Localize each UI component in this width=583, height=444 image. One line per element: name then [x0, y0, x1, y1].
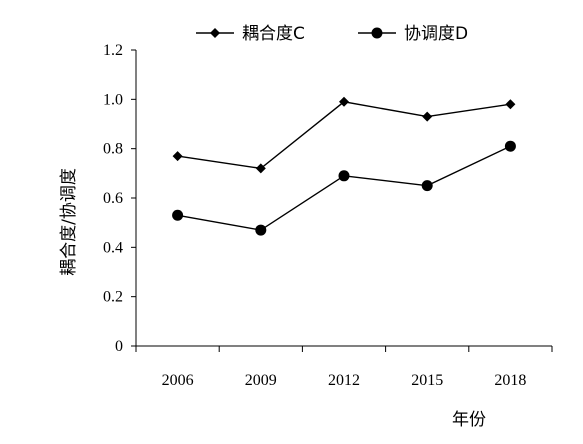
series-line [177, 101, 511, 170]
x-axis-ticks: 2006 2009 2012 2015 2018 [135, 346, 553, 389]
x-axis-label: 年份 [452, 410, 486, 430]
y-tick-label: 0.4 [103, 239, 123, 256]
legend: 耦合度C 协调度D [196, 24, 468, 44]
x-tick-label: 2018 [494, 372, 526, 389]
data-point [421, 180, 433, 192]
x-tick-label: 2006 [162, 372, 194, 389]
x-tick-label: 2009 [245, 372, 277, 389]
y-axis-label: 耦合度/协调度 [59, 168, 79, 276]
y-tick-label: 0.6 [103, 190, 123, 207]
legend-item-2: 协调度D [358, 24, 468, 44]
data-point [255, 163, 266, 174]
series-layer [172, 96, 516, 236]
data-point [505, 99, 516, 110]
x-tick-label: 2015 [411, 372, 443, 389]
legend-label: 耦合度C [242, 24, 305, 44]
data-point [504, 140, 516, 152]
y-tick-label: 1.2 [103, 42, 123, 59]
axes [135, 50, 552, 347]
legend-item-1: 耦合度C [196, 24, 305, 44]
data-point [172, 209, 184, 221]
data-point [255, 224, 267, 236]
y-tick-label: 0.2 [103, 289, 123, 306]
series-1 [172, 96, 516, 174]
data-point [339, 96, 349, 107]
x-tick-label: 2012 [328, 372, 360, 389]
y-tick-label: 0.8 [103, 141, 123, 158]
series-line [177, 145, 511, 231]
data-point [172, 151, 183, 162]
data-point [338, 170, 350, 182]
y-axis-ticks: 0 0.2 0.4 0.6 0.8 1.0 1.2 [103, 42, 136, 355]
y-tick-label: 1.0 [103, 91, 123, 108]
legend-marker [371, 27, 383, 39]
y-tick-label: 0 [115, 338, 123, 355]
legend-label: 协调度D [404, 24, 468, 44]
data-point [422, 111, 433, 122]
legend-marker [210, 28, 220, 38]
series-2 [172, 140, 516, 236]
